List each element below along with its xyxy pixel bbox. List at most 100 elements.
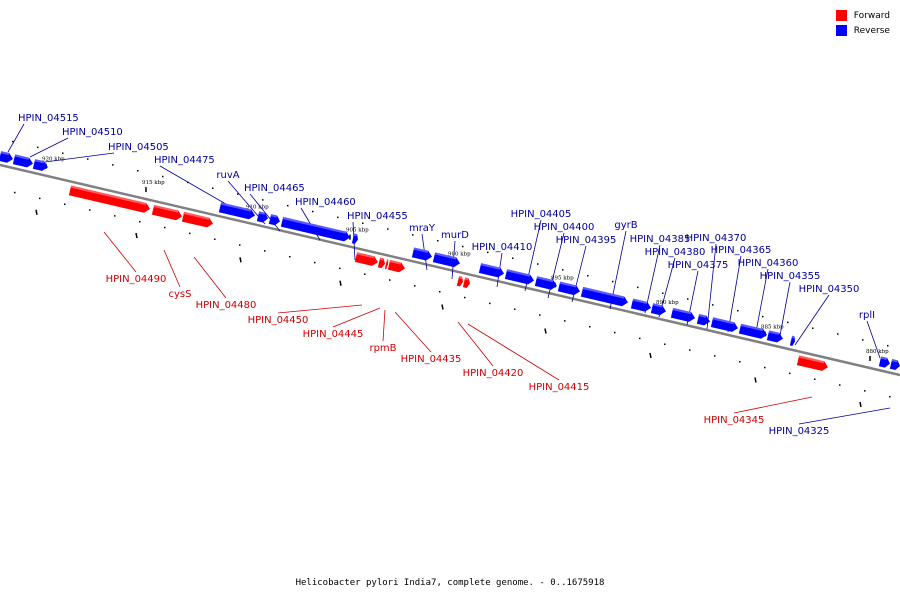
gene-feature[interactable] (878, 356, 891, 368)
gene-highlight (386, 259, 389, 262)
gene-label: rpmB (369, 343, 396, 354)
gene-feature[interactable] (32, 159, 49, 172)
scale-dot-bottom (689, 349, 691, 351)
gene-highlight (258, 211, 266, 215)
gene-label: cysS (169, 289, 192, 300)
gene-feature[interactable] (789, 335, 796, 347)
gene-arrow (218, 202, 256, 220)
gene-feature[interactable] (280, 216, 351, 243)
scale-dot-top (437, 239, 439, 242)
scale-label: 895 kbp (551, 276, 574, 282)
gene-highlight (559, 281, 577, 288)
gene-feature[interactable] (557, 281, 581, 297)
leader-line (798, 407, 891, 425)
gene-feature[interactable] (534, 276, 558, 291)
gene-feature[interactable] (462, 277, 471, 288)
gene-feature[interactable] (12, 154, 34, 168)
gene-arrow (256, 211, 269, 223)
gene-label: mraY (409, 223, 436, 234)
scale-dot-top (312, 210, 314, 213)
gene-labels: HPIN_04515 HPIN_04510 HPIN_04505 HPIN_04490… (18, 113, 875, 437)
gene-feature[interactable] (354, 252, 379, 267)
genome-backbone (0, 163, 900, 377)
gene-arrow (534, 276, 558, 290)
gene-feature[interactable] (151, 204, 183, 222)
label-leader-lines (7, 123, 891, 425)
scale-dot-top (862, 339, 864, 341)
gene-feature[interactable] (387, 259, 406, 273)
gene-highlight (153, 204, 179, 213)
scale-dot-top (837, 333, 839, 335)
gene-feature[interactable] (256, 211, 269, 223)
scale-dot-top (762, 315, 764, 318)
gene-label: HPIN_04410 (472, 242, 533, 253)
gene-highlight (768, 330, 780, 335)
scale-dot-bottom (139, 220, 141, 223)
gene-arrow (630, 298, 652, 312)
gene-arrow (878, 356, 891, 368)
scale-dot-top (137, 169, 139, 172)
scale-tick-bottom (754, 377, 757, 383)
legend-item-forward: Forward (835, 8, 890, 23)
scale-dot-bottom (64, 203, 66, 205)
gene-feature[interactable] (630, 298, 652, 313)
gene-feature[interactable] (670, 307, 696, 323)
gene-highlight (282, 216, 347, 234)
scale-dot-bottom (264, 250, 266, 252)
gene-feature[interactable] (384, 259, 389, 270)
gene-label: HPIN_04450 (248, 315, 309, 326)
gene-highlight (506, 269, 531, 277)
gene-arrow (351, 233, 359, 244)
gene-label: HPIN_04325 (769, 426, 830, 437)
legend-swatch-reverse (835, 25, 847, 36)
gene-feature[interactable] (268, 214, 281, 226)
gene-feature[interactable] (456, 275, 464, 287)
gene-feature[interactable] (478, 263, 505, 278)
scale-dot-bottom (739, 360, 741, 363)
gene-label: ruvA (216, 170, 239, 181)
leader-line (754, 268, 769, 338)
gene-feature[interactable] (411, 247, 433, 261)
scale-dot-top (362, 222, 364, 224)
scale-dot-top (287, 204, 289, 207)
gene-feature[interactable] (432, 252, 461, 268)
gene-feature[interactable] (738, 323, 768, 340)
gene-feature[interactable] (889, 359, 900, 371)
gene-feature[interactable] (351, 233, 359, 244)
scale-dot-top (637, 286, 639, 289)
gene-highlight (536, 276, 554, 283)
gene-arrow (377, 257, 385, 269)
legend-item-reverse: Reverse (835, 23, 890, 38)
scale-dot-bottom (514, 308, 516, 310)
leader-line (163, 249, 181, 288)
gene-highlight (413, 247, 429, 253)
leader-line (733, 396, 813, 414)
gene-label: HPIN_04360 (738, 258, 799, 269)
gene-feature[interactable] (181, 211, 214, 229)
gene-highlight (353, 233, 358, 237)
scale-dot-bottom (714, 355, 716, 357)
gene-feature[interactable] (580, 286, 629, 307)
gene-arrow (650, 303, 667, 316)
gene-feature[interactable] (218, 202, 256, 220)
gene-feature[interactable] (68, 185, 151, 213)
leader-line (457, 321, 494, 367)
scale-dot-bottom (489, 302, 491, 305)
scale-dot-bottom (789, 372, 791, 375)
scale-dot-bottom (189, 232, 191, 235)
gene-feature[interactable] (696, 313, 711, 327)
scale-dot-bottom (564, 320, 566, 322)
scale-dot-top (462, 245, 464, 248)
gene-feature[interactable] (504, 269, 535, 285)
scale-dot-top (812, 327, 814, 329)
gene-feature[interactable] (650, 303, 667, 316)
scale-dot-bottom (164, 226, 166, 229)
gene-highlight (464, 277, 469, 281)
gene-feature[interactable] (710, 317, 739, 333)
gene-arrow (384, 259, 389, 270)
gene-feature[interactable] (796, 355, 829, 372)
gene-feature[interactable] (0, 151, 14, 164)
gene-feature[interactable] (766, 330, 784, 343)
gene-feature[interactable] (377, 257, 386, 269)
scale-label: 910 kbp (246, 204, 269, 210)
